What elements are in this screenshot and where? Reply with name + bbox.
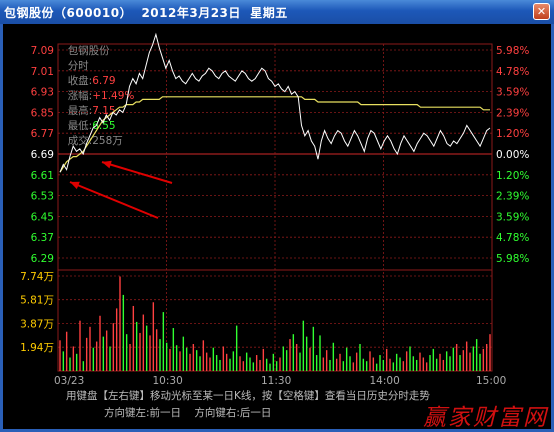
close-value: 6.79 xyxy=(92,75,116,87)
footer-hint-1: 用键盘【左右键】移动光标至某一日K线，按【空格键】查看当日历史分时走势 xyxy=(66,390,430,402)
price-tick-label: 6.69 xyxy=(31,149,54,161)
stock-name: 包钢股份 xyxy=(67,45,110,57)
volume-value: 258万 xyxy=(92,135,123,147)
price-line xyxy=(59,32,491,173)
annotation-arrow-head xyxy=(102,160,112,169)
close-icon[interactable]: ✕ xyxy=(533,3,550,20)
time-tick-label: 14:00 xyxy=(370,375,400,387)
price-tick-label: 6.77 xyxy=(31,128,54,140)
price-tick-label: 6.29 xyxy=(31,253,54,265)
percent-tick-label: 4.78% xyxy=(496,232,529,244)
change-label: 涨幅: xyxy=(67,90,93,102)
price-tick-label: 7.09 xyxy=(31,45,54,57)
annotation-arrow-line xyxy=(69,181,159,219)
percent-tick-label: 2.39% xyxy=(496,107,529,119)
percent-tick-label: 5.98% xyxy=(496,253,529,265)
percent-tick-label: 5.98% xyxy=(496,45,529,57)
price-tick-label: 6.85 xyxy=(31,107,54,119)
percent-tick-label: 0.00% xyxy=(496,149,529,161)
quote-info-bar: 包钢股份 分时 收盘:6.79 涨幅:+1.49% 最高:7.15 最低:6.5… xyxy=(61,31,138,148)
window-titlebar: 包钢股份（600010） 2012年3月23日 星期五 ✕ xyxy=(0,0,554,24)
price-tick-label: 6.45 xyxy=(31,211,54,223)
average-price-line xyxy=(59,96,490,173)
price-tick-label: 6.93 xyxy=(31,87,54,99)
high-value: 7.15 xyxy=(92,105,116,117)
price-tick-label: 6.61 xyxy=(31,170,54,182)
percent-tick-label: 3.59% xyxy=(496,211,529,223)
volume-tick-label: 7.74万 xyxy=(20,271,54,283)
volume-tick-label: 1.94万 xyxy=(20,342,54,354)
percent-tick-label: 4.78% xyxy=(496,66,529,78)
time-tick-label: 03/23 xyxy=(54,375,84,387)
price-tick-label: 6.53 xyxy=(31,191,54,203)
watermark-logo: 赢家财富网 xyxy=(423,405,548,431)
time-tick-label: 15:00 xyxy=(476,375,506,387)
volume-tick-label: 3.87万 xyxy=(20,319,54,331)
time-tick-label: 10:30 xyxy=(153,375,183,387)
footer-hint-2: 方向键左:前一日 方向键右:后一日 xyxy=(104,407,272,419)
percent-tick-label: 1.20% xyxy=(496,170,529,182)
low-label: 最低: xyxy=(67,120,93,132)
change-value: +1.49% xyxy=(92,90,135,102)
annotation-arrow-line xyxy=(101,161,173,184)
percent-tick-label: 1.20% xyxy=(496,128,529,140)
price-tick-label: 6.37 xyxy=(31,232,54,244)
price-tick-label: 7.01 xyxy=(31,66,54,78)
close-label: 收盘: xyxy=(67,75,93,87)
period-label: 分时 xyxy=(67,60,89,72)
high-label: 最高: xyxy=(67,105,93,117)
percent-tick-label: 3.59% xyxy=(496,87,529,99)
percent-tick-label: 2.39% xyxy=(496,191,529,203)
window-title: 包钢股份（600010） 2012年3月23日 星期五 xyxy=(4,6,288,20)
annotation-arrow-head xyxy=(70,181,80,190)
volume-tick-label: 5.81万 xyxy=(20,295,54,307)
time-tick-label: 11:30 xyxy=(261,375,291,387)
